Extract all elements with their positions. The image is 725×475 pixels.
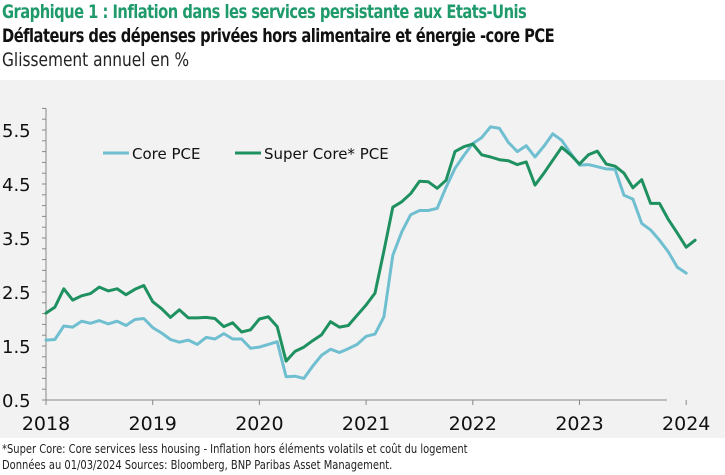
y-tick-label: 2.5 [2, 283, 31, 304]
chart-title: Graphique 1 : Inflation dans les service… [2, 1, 527, 23]
chart-header: Graphique 1 : Inflation dans les service… [0, 0, 725, 88]
footnote: *Super Core: Core services less housing … [2, 442, 468, 456]
y-tick-label: 5.5 [2, 121, 31, 142]
x-tick-label: 2018 [22, 413, 70, 435]
legend: Core PCE Super Core* PCE [103, 145, 389, 163]
chart-panel: 0.5 1.5 2.5 3.5 4.5 5.5 2018 2019 2020 2021 2022 20… [0, 80, 725, 438]
x-tick-label: 2023 [555, 413, 603, 435]
x-tick-label: 2021 [342, 413, 390, 435]
legend-label-super-core: Super Core* PCE [264, 145, 389, 163]
series-line-super-core [44, 142, 697, 363]
chart-subtitle: Déflateurs des dépenses privées hors ali… [2, 25, 555, 47]
line-chart: 0.5 1.5 2.5 3.5 4.5 5.5 2018 2019 2020 2021 2022 20… [2, 107, 710, 435]
y-tick-label: 1.5 [2, 337, 31, 358]
x-tick-label: 2019 [129, 413, 177, 435]
series-lines [44, 125, 697, 380]
y-tick-label: 3.5 [2, 229, 31, 250]
y-tick-label: 4.5 [2, 175, 31, 196]
chart-unit-label: Glissement annuel en % [2, 49, 190, 71]
x-tick-label: 2022 [449, 413, 497, 435]
x-tick-label: 2020 [235, 413, 283, 435]
series-line-core [44, 125, 688, 380]
source-note: Données au 01/03/2024 Sources: Bloomberg… [2, 458, 393, 472]
legend-label-core: Core PCE [132, 145, 200, 163]
chart-footer: *Super Core: Core services less housing … [2, 441, 468, 473]
y-tick-label: 0.5 [2, 391, 31, 412]
x-tick-label: 2024 [662, 413, 710, 435]
axes: 0.5 1.5 2.5 3.5 4.5 5.5 2018 2019 2020 2021 2022 20… [2, 107, 710, 435]
